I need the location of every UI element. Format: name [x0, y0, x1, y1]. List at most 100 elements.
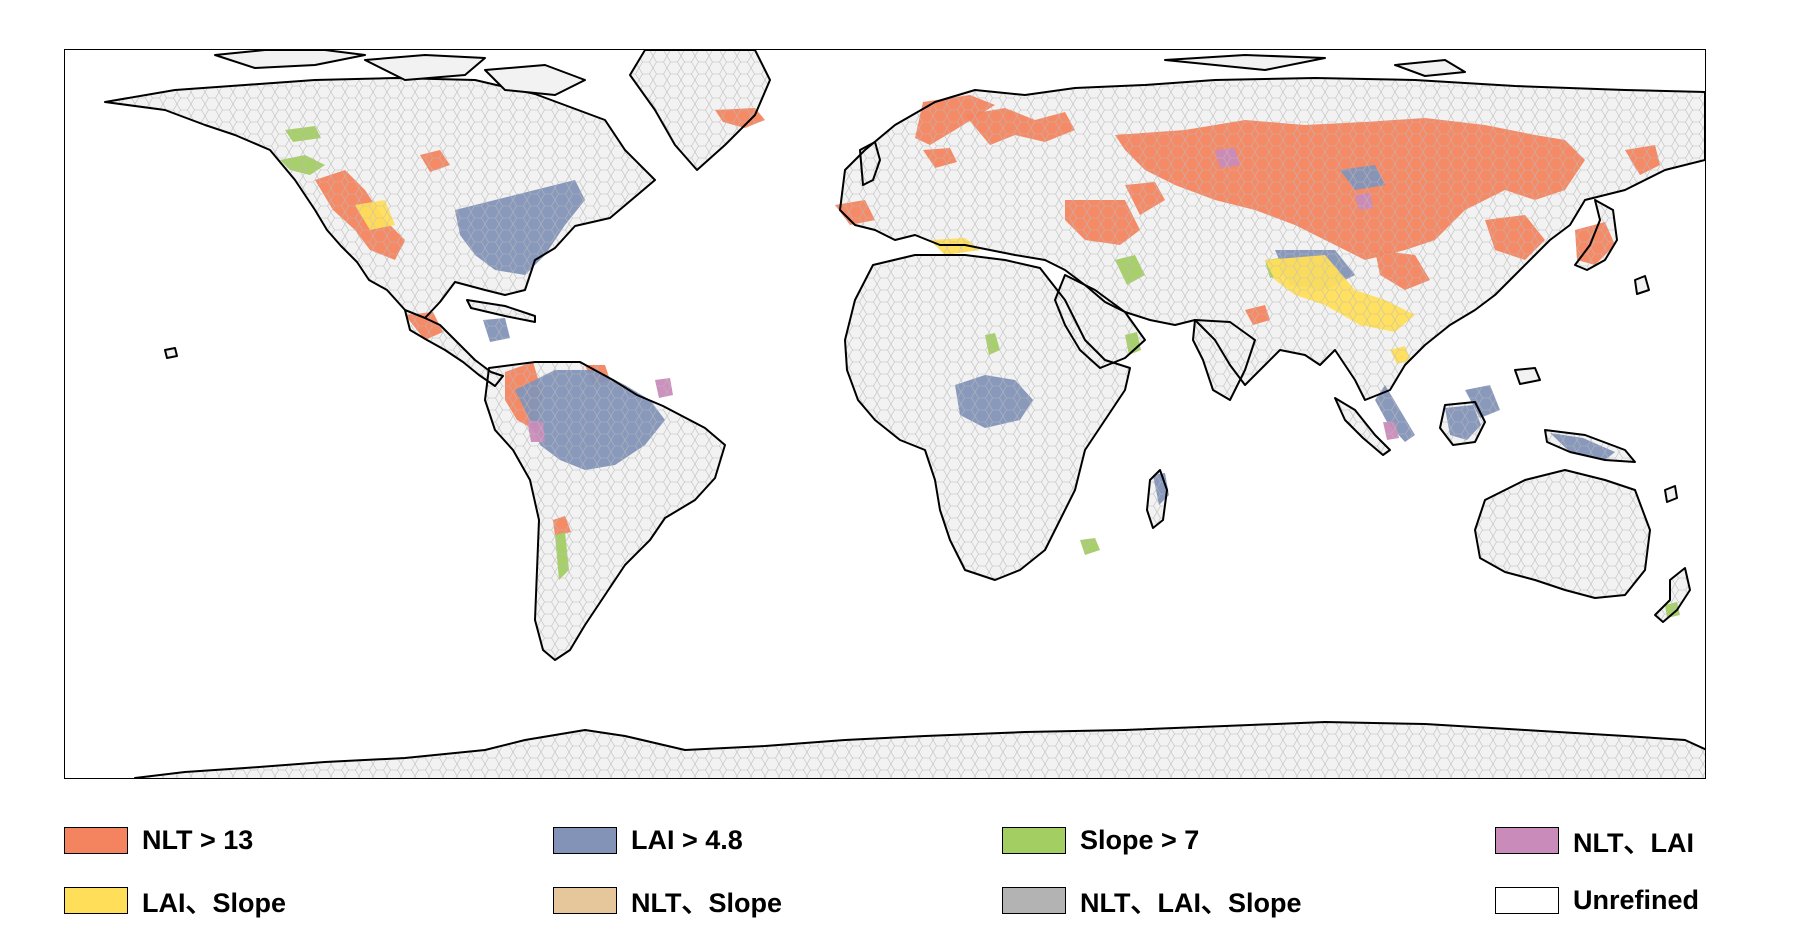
legend-swatch-lai-slope — [64, 886, 128, 914]
refined-region-mesh — [1065, 200, 1140, 245]
mesh-new-zealand — [1655, 568, 1690, 622]
mesh-australia — [1475, 470, 1650, 598]
map-canvas — [104, 50, 1705, 778]
coast-madagascar — [1146, 469, 1168, 529]
refined-region-mesh — [483, 318, 510, 342]
mesh-cuba — [467, 300, 535, 322]
legend-item-nlt-lai: NLT、LAI — [1495, 820, 1694, 860]
refined-region-mesh — [1550, 433, 1615, 460]
coast-island — [214, 50, 366, 69]
legend-item-nlt-slope: NLT、Slope — [553, 880, 782, 920]
refined-region-mesh — [405, 312, 443, 340]
coast-island — [164, 347, 178, 359]
legend-item-nlt-lai-slope: NLT、LAI、Slope — [1002, 880, 1301, 920]
coast-island — [1634, 275, 1650, 295]
refined-region-mesh — [315, 170, 405, 260]
refined-region-mesh — [285, 126, 321, 142]
legend-item-lai: LAI > 4.8 — [553, 820, 743, 860]
refined-region-mesh — [1125, 182, 1165, 215]
refined-region-mesh — [527, 420, 545, 442]
refined-region-mesh — [515, 370, 665, 470]
legend-label-nlt-lai: NLT、LAI — [1573, 827, 1694, 858]
legend-swatch-nlt-lai — [1495, 826, 1559, 854]
coast-south-america — [484, 361, 726, 661]
refined-region-mesh — [655, 378, 673, 398]
coast-new-guinea — [1544, 429, 1636, 463]
refined-region-mesh — [553, 516, 571, 536]
legend-item-nlt: NLT > 13 — [64, 820, 253, 860]
coast-new-zealand — [1654, 567, 1691, 623]
legend-swatch-nlt-slope — [553, 886, 617, 914]
legend-swatch-nlt-lai-slope — [1002, 886, 1066, 914]
refined-region-mesh — [455, 180, 585, 275]
coast-great-britain — [859, 141, 881, 186]
refined-region-mesh — [835, 200, 875, 225]
refined-region-mesh — [1375, 385, 1415, 442]
refined-region-mesh — [930, 238, 980, 255]
refined-region-mesh — [1383, 422, 1399, 440]
refined-region-mesh — [1575, 222, 1615, 265]
mesh-sumatra — [1335, 398, 1390, 455]
refined-region-mesh — [1265, 255, 1415, 332]
coast-eurasia — [839, 77, 1705, 401]
refined-region-mesh — [1245, 305, 1270, 325]
refined-region-mesh — [1485, 215, 1545, 260]
legend-label-nlt-lai-slope: NLT、LAI、Slope — [1080, 887, 1302, 918]
refined-region-mesh — [1215, 148, 1240, 168]
legend-label-lai: LAI > 4.8 — [631, 824, 743, 855]
coast-island — [1164, 54, 1326, 71]
refined-region-mesh — [280, 155, 325, 175]
coast-greenland — [629, 50, 771, 171]
refined-region-mesh — [420, 150, 450, 172]
mesh-greenland — [630, 50, 770, 170]
coast-antarctica — [134, 721, 1705, 778]
mesh-antarctica — [135, 722, 1705, 778]
coast-borneo — [1439, 401, 1486, 446]
coast-australia — [1474, 469, 1651, 599]
coast-island — [1394, 59, 1466, 77]
coastlines — [104, 50, 1705, 778]
refined-region-mesh — [955, 375, 1033, 428]
coast-island — [1664, 485, 1678, 503]
refined-region-mesh — [1080, 538, 1100, 555]
legend-item-lai-slope: LAI、Slope — [64, 880, 286, 920]
legend-item-slope: Slope > 7 — [1002, 820, 1199, 860]
refined-region-mesh — [1625, 145, 1660, 175]
coast-africa — [844, 254, 1131, 581]
refined-region-mesh — [965, 108, 1075, 145]
refined-region-mesh — [915, 95, 995, 145]
refined-region-mesh — [715, 108, 765, 128]
refined-region-mesh — [355, 200, 395, 230]
coast-cuba — [466, 299, 536, 323]
coast-island — [364, 54, 486, 81]
refinement-regions — [280, 95, 1680, 618]
refined-region-mesh — [1390, 346, 1410, 364]
refined-region-mesh — [1465, 385, 1500, 418]
refined-region-mesh — [1125, 332, 1141, 355]
refined-region-mesh — [923, 148, 957, 168]
coast-north-america — [104, 77, 656, 319]
world-map — [64, 49, 1706, 779]
coast-island — [1514, 367, 1541, 385]
legend-item-unrefined: Unrefined — [1495, 880, 1699, 920]
refined-region-mesh — [1665, 602, 1680, 618]
coast-japan — [1574, 199, 1618, 271]
coast-island — [484, 64, 586, 96]
legend-swatch-nlt — [64, 826, 128, 854]
legend-label-nlt: NLT > 13 — [142, 824, 254, 855]
legend-label-lai-slope: LAI、Slope — [142, 887, 287, 918]
refined-region-mesh — [1153, 473, 1169, 505]
refined-region-mesh — [1375, 250, 1430, 290]
legend-label-unrefined: Unrefined — [1573, 884, 1700, 915]
refined-region-mesh — [1340, 165, 1385, 190]
legend-label-nlt-slope: NLT、Slope — [631, 887, 782, 918]
coast-india — [1192, 319, 1256, 401]
legend-label-slope: Slope > 7 — [1080, 824, 1200, 855]
refined-region-mesh — [1355, 193, 1373, 210]
coast-central-america — [404, 309, 504, 387]
refined-region-mesh — [555, 532, 569, 580]
legend: NLT > 13 LAI > 4.8 Slope > 7 NLT、LAI LAI… — [0, 800, 1800, 929]
legend-swatch-lai — [553, 826, 617, 854]
legend-swatch-slope — [1002, 826, 1066, 854]
refined-region-mesh — [1115, 255, 1145, 285]
